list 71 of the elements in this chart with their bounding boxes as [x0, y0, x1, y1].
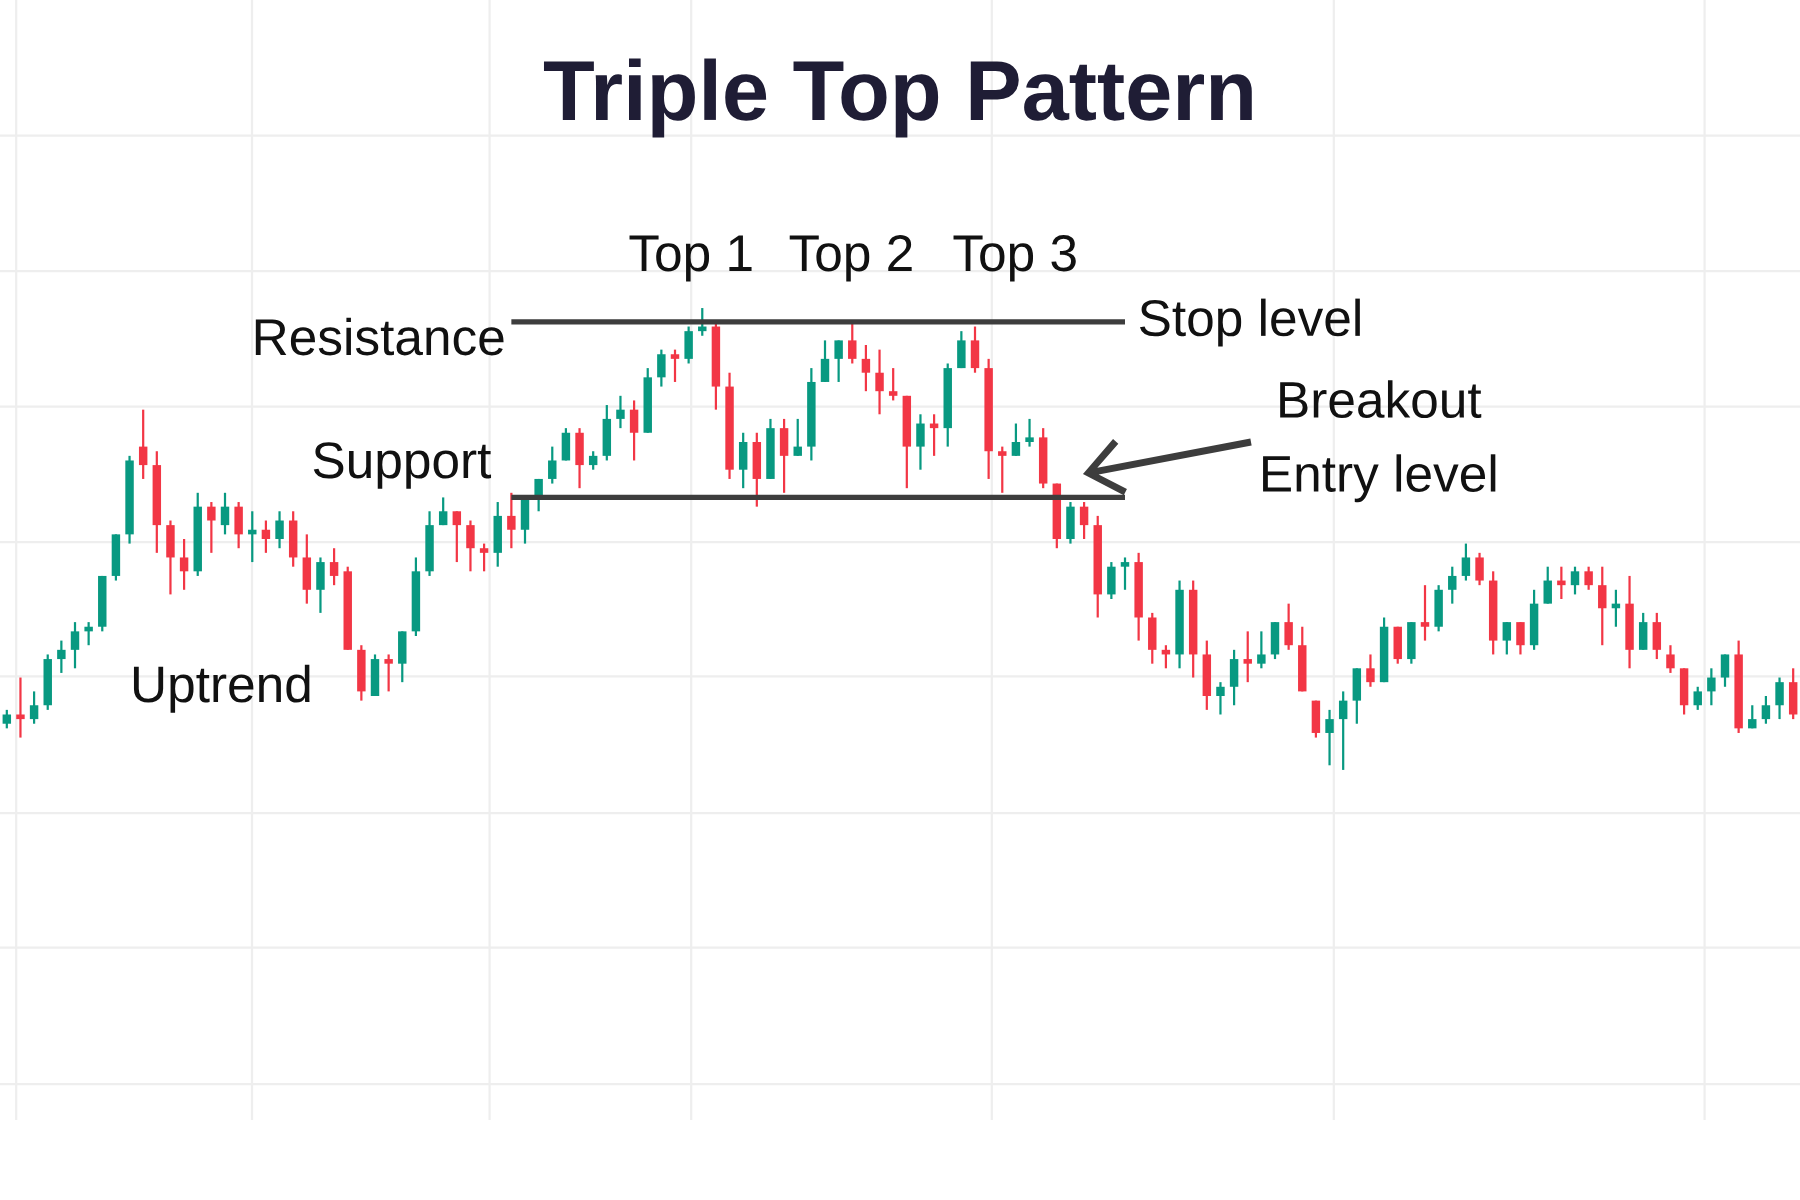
series-label: Support: [313, 442, 492, 489]
candlestick: [438, 496, 448, 527]
candlestick: [1325, 708, 1334, 767]
candlestick: [1598, 565, 1607, 647]
annotation: Entry level: [1263, 454, 1496, 503]
text: Top 1: [629, 235, 752, 282]
candlestick: [179, 537, 189, 591]
candlestick: [84, 621, 93, 647]
candlestick: [1570, 565, 1580, 596]
candlestick: [861, 343, 871, 393]
candlestick: [1720, 653, 1730, 688]
candlestick: [1284, 602, 1293, 651]
candlestick: [1079, 500, 1089, 541]
candlestick: [261, 519, 271, 554]
candlestick: [1502, 621, 1512, 656]
candlestick: [588, 450, 598, 471]
candlestick: [1666, 644, 1675, 675]
candlestick: [1543, 565, 1552, 605]
candlestick: [1420, 584, 1430, 642]
candlestick: [1693, 685, 1702, 711]
candlestick: [16, 676, 25, 739]
candlestick: [888, 366, 898, 402]
candlestick: [1216, 681, 1225, 716]
candlestick: [834, 339, 843, 384]
candlestick: [479, 542, 489, 573]
annotation: Stop level: [1139, 298, 1360, 347]
series-label: Resistance: [255, 317, 504, 356]
candlestick: [1025, 417, 1034, 448]
candlestick: [29, 690, 39, 725]
candlestick: [657, 348, 666, 388]
candlestick: [1584, 565, 1593, 591]
candlestick: [207, 500, 216, 554]
text: Top 2: [789, 235, 912, 282]
candlestick: [1243, 630, 1252, 684]
candlestick: [1120, 556, 1130, 591]
candlestick: [629, 399, 639, 462]
candlestick: [70, 621, 80, 670]
candlestick: [548, 445, 557, 485]
candlestick: [452, 510, 462, 564]
candlestick: [1707, 667, 1716, 707]
candlestick: [1011, 422, 1021, 457]
candlestick: [1516, 621, 1525, 656]
candlestick: [793, 417, 802, 457]
candlestick: [670, 348, 680, 384]
candlestick: [820, 339, 830, 384]
candlestick: [384, 653, 393, 693]
candlestick: [57, 639, 66, 675]
candlestick: [1557, 565, 1566, 601]
annotation: Uptrend: [133, 664, 310, 713]
candlestick: [1475, 551, 1484, 587]
candlestick: [916, 413, 925, 471]
candlestick: [138, 408, 148, 481]
candlestick: [1338, 690, 1348, 772]
text: Top 3: [953, 235, 1076, 282]
candlestick: [220, 491, 230, 536]
candlestick: [616, 394, 625, 430]
candlestick: [1366, 653, 1375, 688]
candlestick: [1461, 542, 1471, 582]
candlestick: [466, 519, 475, 573]
candlestick: [275, 510, 284, 550]
candlestick: [329, 547, 339, 587]
candlestick: [875, 348, 884, 416]
candlestick: [1775, 676, 1784, 721]
candlestick: [2, 708, 12, 730]
candlestick: [998, 445, 1007, 494]
candlestick: [1761, 694, 1771, 725]
annotation: Breakout: [1280, 380, 1482, 419]
chart-title: Triple Top Pattern: [543, 58, 1252, 138]
candlestick: [1448, 565, 1457, 605]
candlestick: [507, 491, 516, 550]
candlestick: [1257, 630, 1266, 670]
